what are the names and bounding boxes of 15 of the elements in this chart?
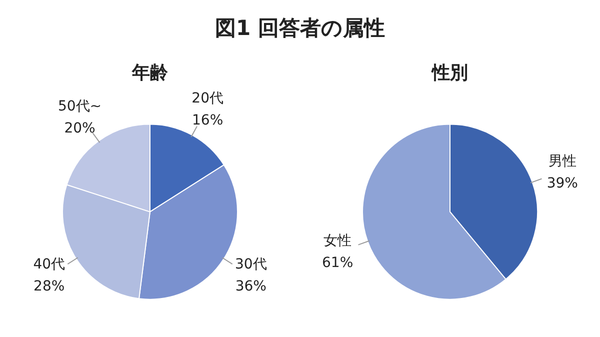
slice-label: 50代~ (58, 98, 102, 114)
slice-label: 20代 (192, 90, 224, 106)
chart-title: 年齢 (131, 62, 169, 84)
data-label: 39% (546, 176, 578, 192)
data-label: 20% (64, 120, 96, 136)
caption: 図1 回答者の属性 (215, 14, 385, 42)
data-label: 36% (235, 278, 266, 294)
slice-label: 30代 (234, 256, 267, 272)
slice-label: 女性 (324, 233, 352, 250)
data-label: 16% (192, 112, 224, 128)
chart-title: 性別 (431, 62, 468, 84)
data-label: 61% (322, 255, 354, 272)
slice-label: 男性 (548, 154, 576, 170)
data-label: 28% (34, 278, 65, 294)
slice-label: 40代 (33, 256, 66, 272)
